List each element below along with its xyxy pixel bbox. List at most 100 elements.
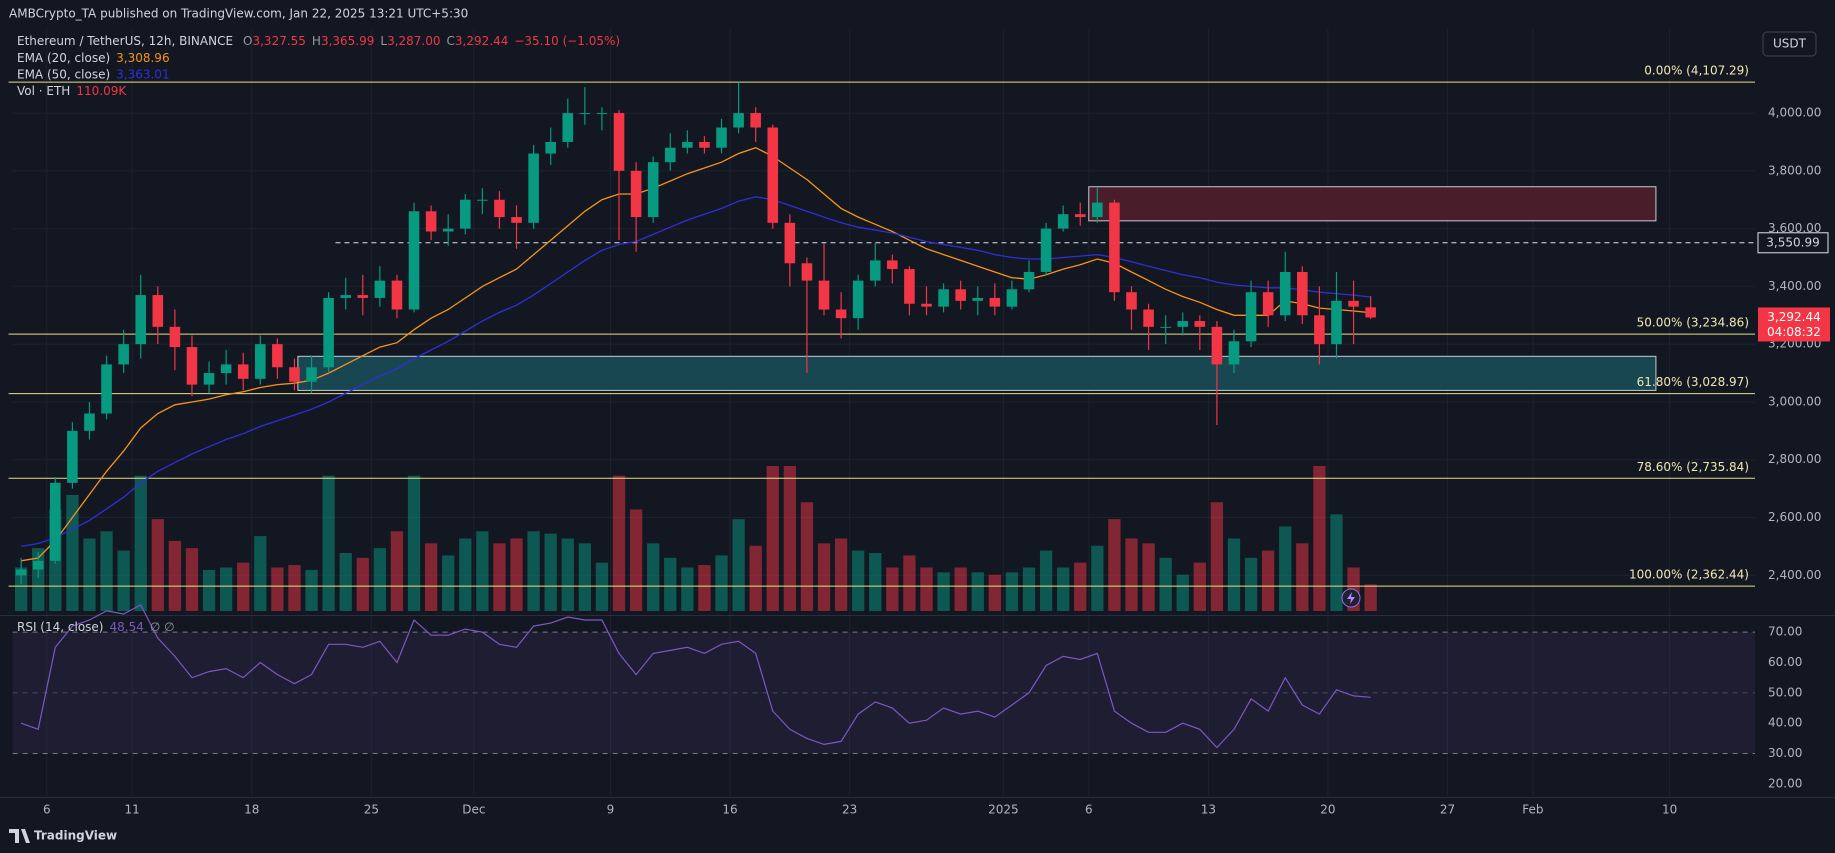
candle-body [904,269,915,304]
y-tick-label: 3,800.00 [1768,163,1821,177]
legend-entry: RSI (14, close) 48.54 ∅ ∅ [17,620,175,634]
candle-body [562,113,574,142]
x-tick-label: 16 [722,803,737,817]
currency-button[interactable] [1762,31,1817,57]
x-tick-label: 11 [125,803,140,817]
x-tick-label: 27 [1440,803,1455,817]
candle-body [1177,321,1189,327]
candle-body [938,289,949,307]
ohlc-key: C [447,34,455,48]
volume-bar [1142,543,1155,611]
candle-body [67,430,78,483]
candle-body [921,303,932,307]
legend-name: EMA (50, close) [17,67,110,81]
candle-body [1348,300,1359,307]
volume-bar [1125,538,1138,611]
volume-bar [476,531,489,611]
volume-bar [1364,584,1377,611]
volume-bar [834,538,848,611]
publisher: AMBCrypto_TA published on TradingView.co… [9,7,468,21]
volume-bar [390,531,404,611]
volume-bar [185,548,199,611]
candle-body [254,344,266,379]
candle-body [801,263,813,281]
volume-bar [732,519,745,611]
x-tick-label: 10 [1662,803,1677,817]
ema-line [20,196,1371,548]
rsi-tick-label: 70.00 [1768,625,1802,639]
candle-body [1143,309,1154,327]
volume-bar [100,531,113,611]
volume-bar [407,475,421,611]
volume-bar [544,533,557,611]
x-tick-label: Dec [462,803,485,817]
candle-body [1006,289,1018,307]
x-tick-label: 13 [1201,803,1216,817]
candle-body [1297,271,1308,316]
y-tick-label: 2,600.00 [1768,510,1821,524]
volume-bar [869,553,882,611]
legend-value: 3,363.01 [116,67,169,81]
marked-price-label: 3,550.99 [1766,235,1819,249]
volume-bar [1193,562,1206,611]
candle-body [1109,202,1120,293]
legend-extra: ∅ ∅ [150,620,175,634]
candle-body [425,211,437,232]
volume-bar [817,543,831,611]
legend-entry: EMA (50, close) 3,363.01 [17,67,170,81]
marked-price-box [1757,232,1829,254]
volume-bar [151,519,164,611]
volume-bar [1262,550,1275,611]
volume-bar [83,538,96,611]
volume-bar [1005,572,1019,611]
x-tick-label: Feb [1522,803,1543,817]
volume-bar [664,557,677,611]
bolt-icon [1347,592,1355,604]
candle-body [1331,300,1342,345]
ohlc-value: 3,292.44 [455,34,508,48]
x-tick-label: 9 [607,803,615,817]
plot-area: 6 11 18 25 Dec 9 16 23 2025 6 13 20 27 Feb 10 2,400.00 2… [0,29,1835,817]
candle-body [152,295,164,327]
candle-body [1194,321,1206,327]
candle-body [835,309,847,319]
candle-body [664,147,676,163]
legend-value: 3,308.96 [116,51,169,65]
candle-body [596,113,608,115]
candle-body [118,344,129,365]
candle-body [203,373,215,385]
zone [297,355,1657,391]
volume-bar [1330,514,1343,611]
volume-bar [749,545,762,611]
ohlc-key: O [243,34,252,48]
candle-body [1262,292,1274,316]
x-tick-label: 25 [364,803,379,817]
candle-body [1160,326,1171,328]
volume-bar [1313,466,1326,611]
candle-body [630,170,642,218]
candle-body [1365,307,1376,318]
candle-body [545,141,556,154]
candle-body [767,127,779,223]
rsi-tick-label: 50.00 [1768,685,1802,699]
volume-bar [66,495,79,611]
candle-body [528,153,539,223]
x-tick-label: 6 [1085,803,1093,817]
rsi-tick-label: 30.00 [1768,746,1802,760]
currency-label[interactable]: USDT [1773,37,1807,51]
countdown: 04:08:32 [1767,325,1821,339]
candle-body [442,228,454,232]
candle-body [323,297,334,368]
volume-bar [886,567,899,611]
candle-body [459,199,471,229]
volume-bar [288,565,301,611]
legend-name: RSI (14, close) [17,620,103,634]
legend-entry: EMA (20, close) 3,308.96 [17,51,170,65]
volume-bar [339,553,352,611]
fib-label: 61.80% (3,028.97) [1637,375,1749,389]
candle-body [477,199,488,201]
volume-bar [783,466,796,611]
ohlc-key: H [312,34,321,48]
